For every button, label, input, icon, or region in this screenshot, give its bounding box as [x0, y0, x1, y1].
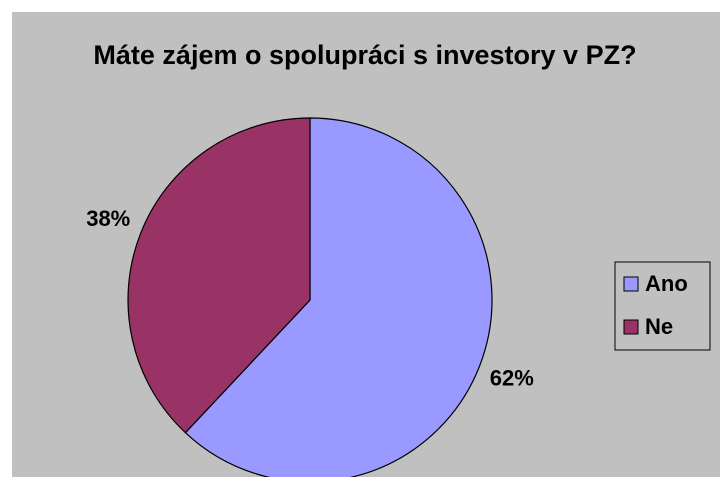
data-label: 38%	[86, 206, 130, 231]
legend-swatch	[623, 276, 639, 292]
legend-label: Ano	[645, 271, 688, 296]
chart-title: Máte zájem o spolupráci s investory v PZ…	[93, 40, 637, 70]
legend-label: Ne	[645, 314, 673, 339]
legend-swatch	[623, 319, 639, 335]
data-label: 62%	[490, 366, 534, 391]
pie-slice	[127, 117, 311, 434]
pie-slice	[184, 117, 493, 477]
